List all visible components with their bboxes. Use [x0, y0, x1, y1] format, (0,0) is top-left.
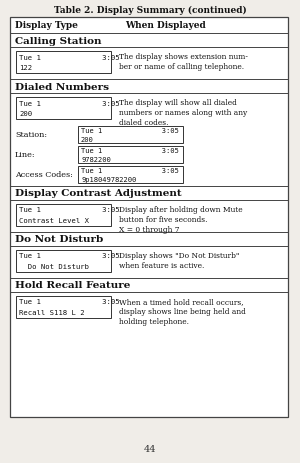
Bar — [16, 296, 111, 319]
Text: Line:: Line: — [15, 150, 36, 159]
Text: Contrast Level X: Contrast Level X — [19, 218, 89, 224]
Bar — [16, 205, 111, 226]
Text: Tue 1              3:05: Tue 1 3:05 — [19, 299, 120, 305]
Text: Access Codes:: Access Codes: — [15, 171, 73, 179]
Text: Tue 1              3:05: Tue 1 3:05 — [19, 54, 120, 60]
Text: Station:: Station: — [15, 131, 47, 139]
Text: Tue 1              3:05: Tue 1 3:05 — [19, 253, 120, 259]
Text: Tue 1              3:05: Tue 1 3:05 — [81, 128, 179, 134]
Text: Tue 1              3:05: Tue 1 3:05 — [81, 168, 179, 174]
Text: Do Not Disturb: Do Not Disturb — [15, 235, 103, 244]
Bar — [16, 52, 111, 74]
Text: Tue 1              3:05: Tue 1 3:05 — [19, 207, 120, 213]
Text: Tue 1              3:05: Tue 1 3:05 — [81, 148, 179, 154]
Text: 200: 200 — [19, 111, 32, 117]
Text: Display Contrast Adjustment: Display Contrast Adjustment — [15, 189, 181, 198]
Text: 9p18049782200: 9p18049782200 — [81, 176, 136, 182]
Text: Table 2. Display Summary (continued): Table 2. Display Summary (continued) — [54, 6, 246, 14]
Text: Hold Recall Feature: Hold Recall Feature — [15, 281, 130, 290]
Text: Do Not Disturb: Do Not Disturb — [19, 264, 89, 270]
Text: Dialed Numbers: Dialed Numbers — [15, 82, 109, 91]
Text: When a timed hold recall occurs,
display shows line being held and
holding telep: When a timed hold recall occurs, display… — [119, 297, 246, 325]
Text: Recall S118 L 2: Recall S118 L 2 — [19, 310, 85, 316]
Bar — [78, 127, 183, 144]
Text: 44: 44 — [144, 444, 156, 454]
Text: 200: 200 — [81, 137, 94, 143]
Bar — [16, 250, 111, 272]
Text: Tue 1              3:05: Tue 1 3:05 — [19, 100, 120, 106]
Text: The display will show all dialed
numbers or names along with any
dialed codes.: The display will show all dialed numbers… — [119, 99, 247, 127]
Text: Display after holding down Mute
button for five seconds.
X = 0 through 7: Display after holding down Mute button f… — [119, 206, 243, 234]
Bar — [78, 167, 183, 184]
Bar — [10, 18, 288, 417]
Text: Calling Station: Calling Station — [15, 37, 101, 45]
Text: When Displayed: When Displayed — [125, 21, 206, 31]
Text: Display Type: Display Type — [15, 21, 78, 31]
Text: The display shows extension num-
ber or name of calling telephone.: The display shows extension num- ber or … — [119, 53, 248, 71]
Text: 9782200: 9782200 — [81, 156, 111, 163]
Text: Display shows "Do Not Disturb"
when feature is active.: Display shows "Do Not Disturb" when feat… — [119, 251, 239, 269]
Text: 122: 122 — [19, 65, 32, 71]
Bar — [16, 98, 111, 120]
Bar — [78, 147, 183, 163]
